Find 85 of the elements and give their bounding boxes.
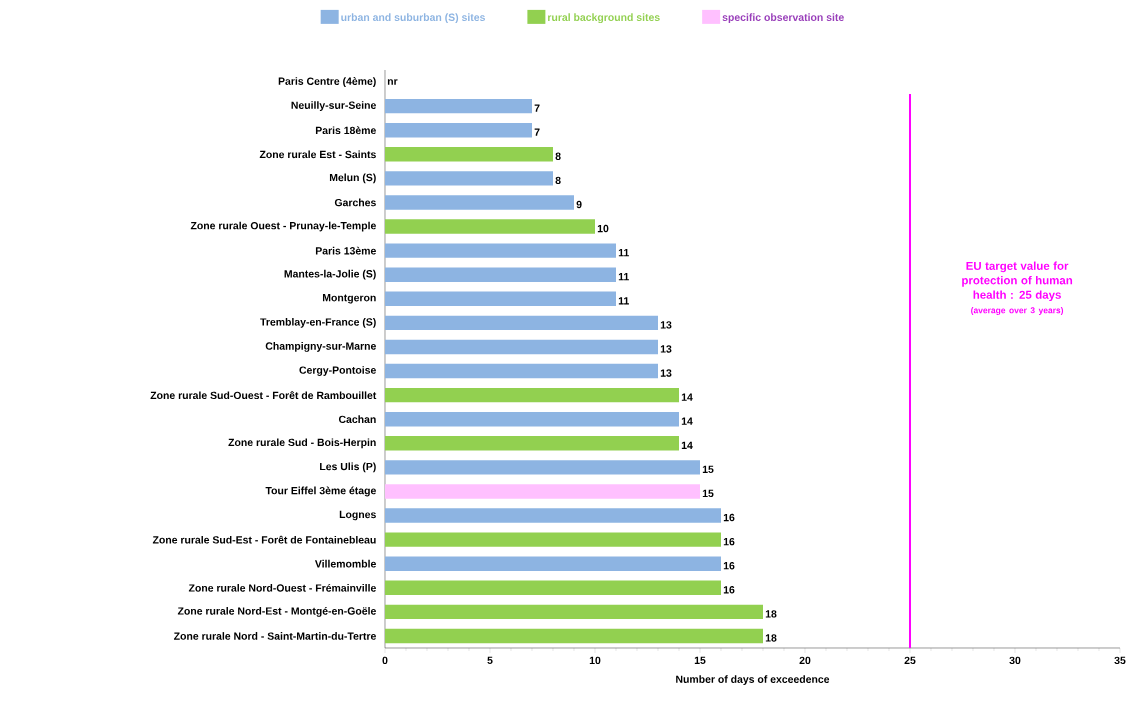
x-tick-label: 5 bbox=[487, 656, 493, 664]
data-label: 15 bbox=[702, 489, 714, 498]
bar bbox=[385, 604, 763, 620]
y-tick-label: Cergy-Pontoise bbox=[299, 366, 376, 376]
bar bbox=[385, 339, 658, 355]
y-tick-label: Zone rurale Sud-Est - Forêt de Fontainebleau bbox=[152, 535, 376, 544]
data-label: 8 bbox=[555, 176, 561, 185]
y-tick-label: Tour Eiffel 3ème étage bbox=[265, 486, 376, 497]
y-tick-label: Zone rurale Ouest - Prunay-le-Temple bbox=[190, 221, 376, 232]
y-tick-label: Paris 13ème bbox=[315, 246, 376, 255]
data-label: 18 bbox=[765, 634, 777, 642]
x-tick-label: 0 bbox=[382, 656, 388, 665]
legend-label: specific observation site bbox=[722, 13, 844, 24]
data-label: 15 bbox=[702, 465, 714, 474]
legend-label: urban and suburban (S) sites bbox=[341, 13, 485, 24]
data-label: 11 bbox=[618, 273, 629, 281]
legend-label: rural background sites bbox=[548, 13, 660, 24]
data-label: 13 bbox=[660, 369, 672, 377]
data-label: 13 bbox=[660, 321, 672, 329]
y-tick-label: Melun (S) bbox=[329, 173, 376, 184]
bar bbox=[385, 219, 595, 234]
ref-line-label: EU target value for protection of human health : 25 days bbox=[962, 261, 1073, 302]
bar bbox=[385, 122, 532, 138]
y-tick-label: Zone rurale Sud - Bois-Herpin bbox=[228, 438, 376, 449]
data-label: 16 bbox=[723, 513, 735, 522]
y-tick-label: Montgeron bbox=[322, 294, 376, 304]
bar bbox=[385, 147, 553, 162]
y-tick-label: Garches bbox=[334, 198, 376, 207]
bar bbox=[385, 267, 616, 282]
data-label: 14 bbox=[681, 417, 693, 425]
bar bbox=[385, 98, 532, 114]
bar bbox=[385, 508, 721, 523]
y-tick-label: Zone rurale Nord-Est - Montgé-en-Goële bbox=[177, 606, 376, 617]
y-tick-label: Cachan bbox=[338, 415, 376, 424]
y-tick-label: Paris Centre (4ème) bbox=[278, 77, 376, 87]
data-label: 14 bbox=[681, 441, 693, 449]
bar bbox=[385, 387, 679, 403]
y-tick-label: Champigny-sur-Marne bbox=[265, 342, 376, 352]
x-tick-label: 20 bbox=[799, 656, 811, 665]
data-label: 16 bbox=[723, 586, 735, 594]
y-tick-label: Neuilly-sur-Seine bbox=[291, 101, 376, 111]
y-tick-label: Zone rurale Nord - Saint-Martin-du-Tertre bbox=[173, 632, 376, 640]
annotation: nr bbox=[387, 79, 398, 85]
data-label: 11 bbox=[618, 249, 629, 257]
y-tick-label: Lognes bbox=[339, 510, 376, 521]
bar bbox=[385, 195, 574, 210]
data-label: 16 bbox=[723, 562, 735, 570]
data-label: 11 bbox=[618, 297, 629, 305]
y-tick-label: Tremblay-en-France (S) bbox=[260, 317, 376, 328]
x-tick-label: 10 bbox=[589, 656, 601, 665]
bar bbox=[385, 315, 658, 331]
bar bbox=[385, 460, 700, 475]
data-label: 14 bbox=[681, 393, 693, 401]
bar bbox=[385, 243, 616, 258]
bar bbox=[385, 556, 721, 571]
x-tick-label: 15 bbox=[694, 656, 706, 664]
bar bbox=[385, 171, 553, 186]
bar bbox=[385, 580, 721, 596]
bar bbox=[385, 411, 679, 427]
data-label: 9 bbox=[576, 200, 582, 209]
y-tick-label: Villemomble bbox=[314, 559, 376, 568]
x-axis-title: Number of days of exceedence bbox=[676, 675, 830, 686]
x-tick-label: 35 bbox=[1114, 656, 1126, 665]
data-label: 7 bbox=[534, 128, 540, 136]
y-tick-label: Les Ulis (P) bbox=[320, 462, 376, 473]
y-tick-label: Zone rurale Nord-Ouest - Frémainville bbox=[188, 583, 376, 592]
bar bbox=[385, 363, 658, 379]
data-label: 13 bbox=[660, 345, 672, 353]
data-label: 7 bbox=[534, 104, 540, 112]
bar bbox=[385, 628, 763, 644]
y-tick-label: Zone rurale Est - Saints bbox=[259, 150, 376, 159]
y-tick-label: Paris 18ème bbox=[315, 126, 376, 135]
bar bbox=[385, 532, 721, 547]
annotation: (average over 3 years) bbox=[971, 307, 1064, 315]
data-label: 8 bbox=[555, 152, 561, 160]
bar bbox=[385, 436, 679, 451]
data-label: 18 bbox=[765, 610, 777, 618]
y-tick-label: Mantes-la-Jolie (S) bbox=[284, 269, 376, 280]
data-label: 16 bbox=[723, 537, 735, 546]
bar bbox=[385, 291, 616, 307]
y-tick-label: Zone rurale Sud-Ouest - Forêt de Rambouillet bbox=[150, 391, 377, 400]
bar bbox=[385, 484, 700, 499]
x-tick-label: 30 bbox=[1009, 656, 1021, 665]
x-tick-label: 25 bbox=[904, 656, 916, 665]
data-label: 10 bbox=[597, 224, 609, 233]
